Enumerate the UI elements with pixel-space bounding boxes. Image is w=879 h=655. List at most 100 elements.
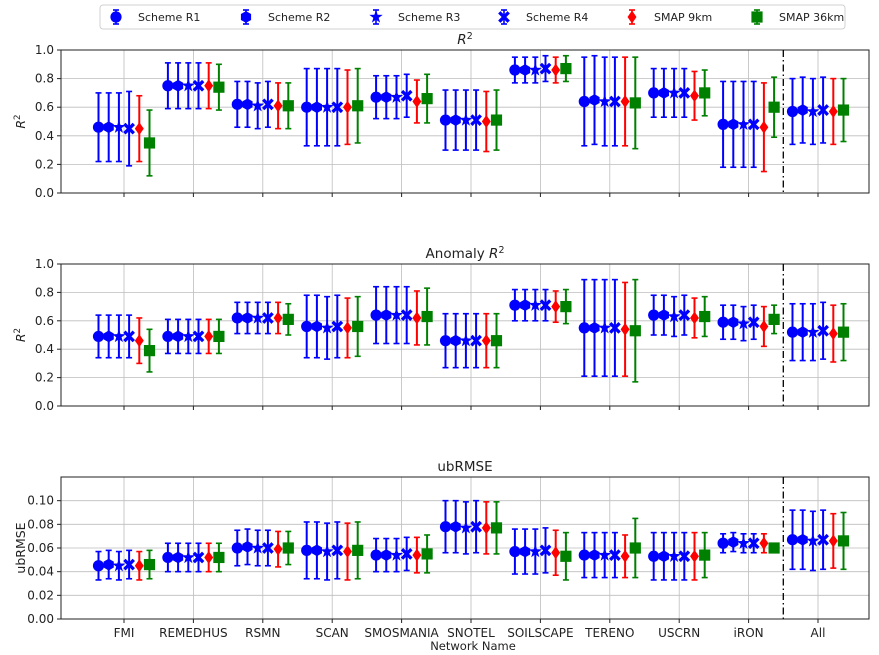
marker-circle — [370, 309, 382, 321]
data-point — [678, 294, 691, 336]
data-point — [528, 56, 542, 84]
marker-hexagon — [450, 334, 461, 347]
data-point — [123, 314, 135, 359]
marker-diamond — [134, 559, 144, 573]
data-point — [173, 62, 184, 110]
ytick-label: 1.0 — [35, 257, 54, 271]
data-point — [717, 532, 729, 554]
data-point — [192, 318, 205, 355]
data-point — [620, 281, 630, 377]
data-point — [747, 304, 760, 341]
marker-hexagon — [658, 87, 669, 99]
marker-square — [699, 87, 711, 99]
data-point — [539, 288, 552, 322]
marker-square — [629, 97, 641, 109]
marker-hexagon — [797, 533, 808, 546]
marker-square — [282, 542, 294, 554]
data-point — [759, 532, 769, 554]
data-point — [181, 318, 195, 355]
panel-2: 0.0 0.2 0.4 0.6 0.8 1.0 — [35, 257, 870, 413]
data-point — [262, 301, 274, 335]
y-axis-label: R2 — [13, 328, 28, 342]
data-point — [282, 530, 294, 566]
marker-square — [629, 542, 641, 554]
data-point — [578, 531, 590, 579]
marker-x-filled — [747, 118, 760, 131]
legend-label: SMAP 9km — [654, 11, 712, 24]
marker-star — [112, 558, 126, 572]
data-point — [699, 69, 711, 117]
marker-circle — [370, 91, 382, 103]
data-point — [551, 529, 561, 577]
data-point — [123, 90, 135, 167]
series-scheme-r1 — [92, 278, 799, 377]
marker-hexagon — [381, 309, 392, 321]
marker-circle — [439, 114, 452, 126]
series-scheme-r1 — [92, 499, 799, 581]
data-point — [421, 73, 433, 124]
data-point — [690, 70, 699, 121]
series-scheme-r2 — [103, 278, 808, 377]
marker-star — [806, 325, 820, 338]
marker-star — [320, 100, 334, 113]
marker-star — [389, 90, 404, 103]
legend-label: Scheme R3 — [398, 11, 460, 24]
marker-x-filled — [678, 550, 691, 563]
ytick-label: 1.0 — [35, 43, 54, 57]
marker-diamond — [343, 321, 352, 335]
data-point — [786, 302, 799, 362]
data-point — [717, 80, 729, 169]
data-point — [123, 549, 135, 580]
data-point — [412, 79, 422, 124]
marker-x-filled — [609, 95, 621, 108]
marker-x-filled — [470, 114, 482, 126]
marker-square — [490, 522, 503, 534]
marker-square — [352, 320, 364, 333]
data-point — [797, 509, 808, 571]
data-point — [231, 529, 243, 567]
ytick-label: 0.06 — [27, 541, 54, 555]
data-point — [589, 278, 600, 377]
marker-diamond — [690, 549, 699, 563]
data-point — [400, 285, 413, 345]
data-point — [162, 318, 174, 355]
data-point — [717, 304, 729, 341]
data-point — [539, 54, 552, 83]
marker-hexagon — [103, 330, 114, 343]
marker-hexagon — [520, 299, 531, 312]
marker-square — [352, 544, 364, 556]
xtick-label: USCRN — [658, 626, 700, 640]
axes-frame — [60, 476, 870, 620]
data-point — [192, 542, 205, 573]
data-point — [251, 529, 265, 567]
data-point — [648, 531, 660, 581]
data-point — [173, 318, 184, 355]
data-point — [92, 550, 105, 581]
marker-hexagon — [381, 549, 392, 561]
data-point — [667, 295, 681, 338]
data-point — [620, 534, 630, 579]
marker-star — [528, 298, 542, 311]
marker-star — [528, 544, 542, 558]
legend-label: Scheme R1 — [138, 11, 200, 24]
marker-hexagon — [450, 114, 461, 126]
data-point — [242, 301, 253, 335]
marker-star — [459, 520, 473, 534]
data-point — [103, 314, 114, 359]
data-point — [658, 67, 669, 119]
marker-x-filled — [192, 551, 205, 564]
data-point — [343, 522, 352, 581]
data-point — [528, 288, 542, 322]
ytick-label: 0.8 — [35, 72, 54, 86]
marker-hexagon — [797, 104, 808, 116]
data-point — [450, 499, 461, 554]
marker-circle — [231, 542, 243, 554]
xtick-label: All — [811, 626, 826, 640]
data-point — [192, 62, 205, 110]
marker-diamond — [204, 79, 214, 93]
marker-x-filled — [400, 89, 413, 102]
marker-circle — [509, 545, 521, 558]
marker-star — [459, 113, 473, 126]
marker-circle — [439, 335, 452, 347]
